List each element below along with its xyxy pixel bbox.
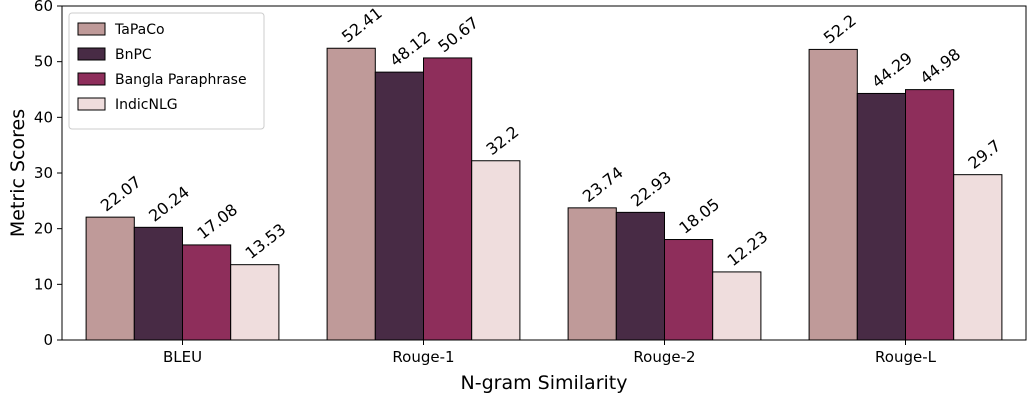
y-tick-label: 40 [34,108,53,126]
bar-indicnlg-rouge-1 [471,160,521,341]
bar-bangla-paraphrase-rouge-l [905,89,955,341]
y-tick-label: 60 [34,0,53,15]
data-label: 12.23 [724,227,772,270]
x-axis: BLEU Rouge-1 Rouge-2 Rouge-L [163,340,937,366]
data-label: 22.07 [97,172,145,215]
x-tick-label: Rouge-L [875,348,937,366]
bar-bangla-paraphrase-rouge-2 [664,239,714,341]
legend: TaPaCo BnPC Bangla Paraphrase IndicNLG [68,12,265,130]
bar-tapaco-rouge-1 [326,47,376,341]
bar-bnpc-rouge-1 [374,71,424,341]
y-tick-label: 20 [34,220,53,238]
data-label: 50.67 [434,13,482,56]
data-label: 29.7 [965,136,1005,173]
legend-label: IndicNLG [115,97,178,113]
bar-indicnlg-rouge-l [953,174,1003,341]
y-tick-label: 50 [34,53,53,71]
legend-box [68,12,265,130]
bar-bnpc-rouge-l [856,92,906,341]
data-label: 18.05 [675,194,723,237]
bar-indicnlg-bleu [230,264,280,341]
legend-label: BnPC [115,47,152,63]
bar-indicnlg-rouge-2 [712,271,762,341]
legend-swatch [77,72,106,86]
x-tick-label: Rouge-2 [633,348,695,366]
bar-bangla-paraphrase-rouge-1 [423,57,473,341]
bars-layer [85,47,1003,341]
data-label: 32.2 [483,122,523,159]
y-axis: 0 10 20 30 40 50 60 [34,0,62,349]
bar-tapaco-rouge-l [808,48,858,341]
legend-swatch [77,22,106,36]
y-tick-label: 10 [34,275,53,293]
legend-swatch [77,47,106,61]
data-label: 23.74 [579,163,627,206]
bar-tapaco-bleu [85,216,135,341]
legend-label: Bangla Paraphrase [115,72,247,88]
y-axis-title: Metric Scores [7,109,29,237]
data-label: 52.2 [820,11,860,48]
data-label: 17.08 [193,200,241,243]
data-label: 20.24 [145,182,193,225]
y-tick-label: 30 [34,164,53,182]
x-tick-label: Rouge-1 [392,348,454,366]
data-label: 22.93 [627,167,675,210]
legend-swatch [77,97,106,111]
x-axis-title: N-gram Similarity [461,372,628,394]
legend-label: TaPaCo [114,22,165,38]
data-label: 13.53 [242,220,290,263]
bar-tapaco-rouge-2 [567,207,617,341]
data-label: 44.98 [916,45,964,88]
data-label: 44.29 [868,48,916,91]
data-label: 52.41 [338,3,386,46]
bar-bangla-paraphrase-bleu [182,244,232,341]
bar-bnpc-bleu [133,226,184,341]
x-tick-label: BLEU [163,348,202,366]
bar-bnpc-rouge-2 [615,211,665,341]
y-tick-label: 0 [43,331,53,349]
